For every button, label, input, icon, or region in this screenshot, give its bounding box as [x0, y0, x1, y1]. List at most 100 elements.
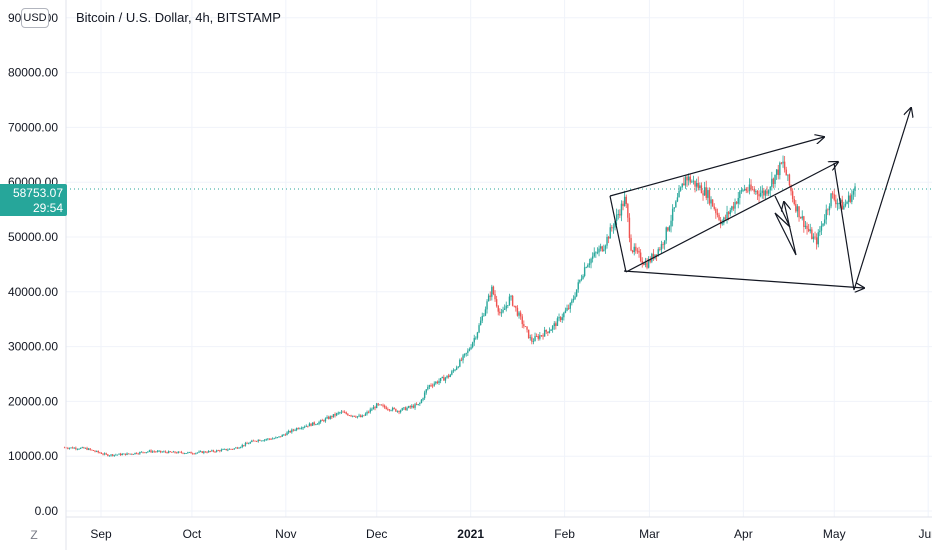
candle-body: [583, 267, 586, 276]
candle-body: [593, 252, 595, 257]
candle-body: [516, 307, 519, 316]
candle-body: [155, 451, 157, 453]
candle-body: [73, 447, 75, 449]
candle-body: [334, 414, 336, 416]
candle-body: [68, 447, 71, 449]
candle-body: [726, 212, 728, 219]
trendline-upper-arrow[interactable]: [609, 137, 824, 197]
trendline-lower-arrow[interactable]: [623, 270, 864, 288]
candle-body: [279, 436, 282, 438]
candle-body: [638, 250, 640, 253]
candle-body: [398, 410, 400, 413]
candle-body: [364, 413, 367, 416]
candle-body: [175, 452, 178, 454]
candle-body: [646, 262, 648, 268]
candle-body: [411, 405, 413, 408]
candle-body: [318, 422, 320, 424]
candle-body: [702, 193, 704, 196]
candle-body: [446, 375, 448, 378]
candle-body: [623, 196, 626, 207]
candle-body: [183, 453, 186, 455]
candle-body: [563, 312, 565, 318]
candle-body: [79, 447, 82, 449]
candle-body: [430, 385, 432, 386]
candle-body: [627, 203, 629, 218]
candle-body: [471, 342, 474, 348]
candle-body: [206, 452, 208, 454]
candle-body: [166, 452, 168, 454]
candle-body: [527, 329, 530, 339]
candle-body: [719, 219, 722, 225]
candle-body: [572, 298, 575, 301]
projection-arrow[interactable]: [833, 108, 911, 291]
candle-body: [172, 451, 175, 453]
candle-body: [404, 407, 407, 411]
candle-body: [241, 445, 243, 448]
candle-body: [329, 416, 331, 419]
candle-body: [687, 176, 690, 181]
y-tick-label: 20000.00: [8, 394, 58, 408]
candle-body: [403, 407, 405, 409]
candle-body: [775, 169, 778, 175]
candle-body: [182, 452, 184, 454]
candle-body: [519, 312, 522, 317]
candle-body: [531, 337, 533, 342]
trendline-left-edge[interactable]: [609, 195, 627, 273]
candle-body: [524, 326, 527, 328]
candle-body: [476, 332, 479, 338]
candle-body: [708, 190, 711, 204]
candle-body: [385, 407, 387, 410]
candle-body: [543, 329, 546, 337]
candle-body: [595, 252, 597, 254]
candle-body: [452, 370, 455, 372]
candle-body: [481, 316, 483, 321]
candle-body: [255, 441, 258, 442]
candle-body: [359, 415, 362, 418]
trendline-middle-arrow[interactable]: [625, 162, 838, 273]
y-tick-label: 40000.00: [8, 285, 58, 299]
candle-body: [575, 289, 578, 297]
candle-body: [649, 259, 651, 262]
timezone-button[interactable]: Z: [30, 528, 38, 542]
candle-body: [355, 416, 357, 418]
candle-body: [671, 208, 674, 221]
candle-body: [387, 409, 389, 410]
candle-body: [201, 451, 203, 453]
candle-body: [700, 185, 703, 194]
candle-body: [558, 317, 560, 319]
currency-button[interactable]: USD: [21, 8, 49, 28]
x-tick-label: Dec: [366, 527, 387, 541]
candle-body: [423, 392, 426, 399]
x-tick-label: Oct: [183, 527, 202, 541]
candle-body: [609, 227, 611, 239]
candle-body: [799, 217, 802, 219]
candle-body: [611, 227, 613, 229]
candle-body: [211, 450, 213, 452]
y-tick-label: 0.00: [35, 504, 59, 518]
zigzag-arrow[interactable]: [774, 195, 797, 256]
candle-body: [310, 423, 312, 426]
candle-body: [473, 338, 475, 343]
candle-body: [459, 359, 461, 367]
candle-body: [745, 188, 747, 191]
candle-body: [438, 380, 440, 384]
candle-body: [219, 450, 221, 452]
candle-body: [843, 205, 845, 210]
candle-body: [185, 453, 187, 454]
candlestick-series: [63, 155, 856, 457]
candle-body: [451, 371, 453, 375]
candle-body: [435, 381, 437, 384]
candle-body: [526, 326, 528, 330]
candle-body: [580, 278, 583, 280]
candle-body: [246, 443, 248, 444]
candle-body: [651, 253, 653, 262]
candle-body: [772, 178, 775, 184]
last-price-value: 58753.07: [12, 186, 63, 200]
candle-body: [358, 415, 360, 417]
candle-body: [686, 176, 688, 181]
candle-body: [727, 212, 730, 215]
candle-body: [292, 429, 295, 431]
candle-body: [243, 445, 245, 446]
candle-body: [500, 312, 503, 314]
